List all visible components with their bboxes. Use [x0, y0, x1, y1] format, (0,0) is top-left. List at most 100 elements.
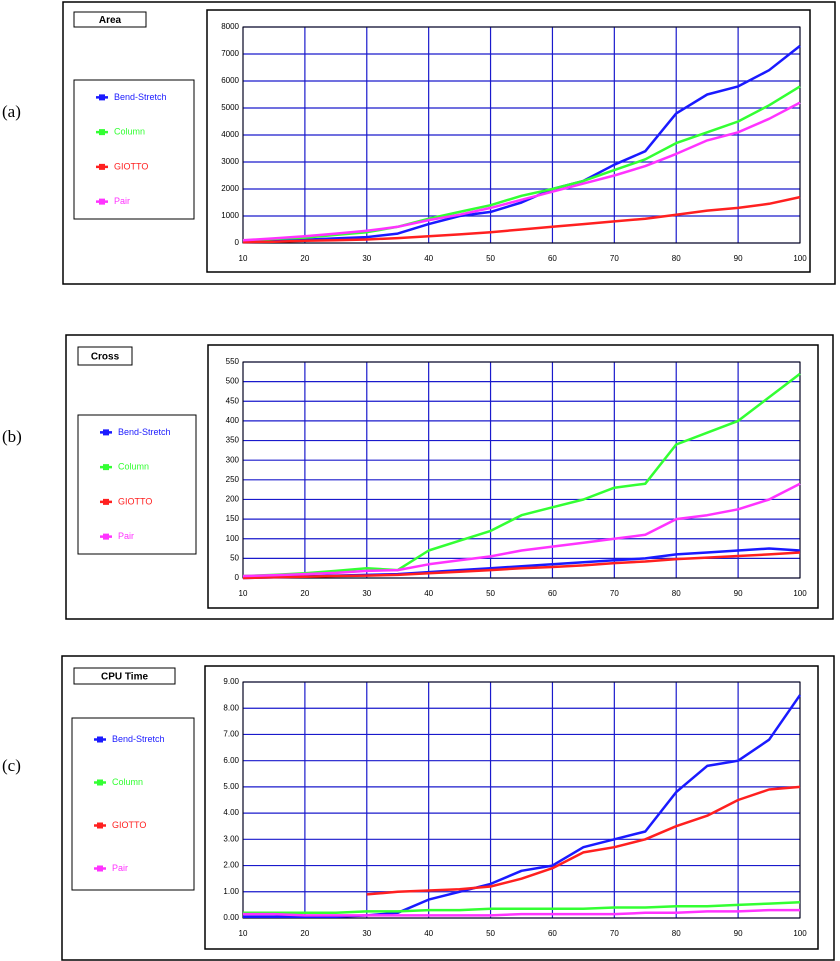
plot-frame: [204, 665, 819, 950]
y-tick-label: 3.00: [223, 834, 239, 843]
legend-label: Pair: [114, 196, 130, 206]
x-tick-label: 50: [486, 929, 495, 938]
legend-label: Column: [112, 777, 143, 787]
legend-marker: [103, 464, 109, 471]
legend-marker: [99, 198, 105, 205]
x-tick-label: 90: [734, 929, 743, 938]
x-tick-label: 10: [239, 589, 248, 598]
x-tick-label: 50: [486, 254, 495, 263]
y-tick-label: 450: [226, 396, 240, 405]
x-tick-label: 40: [424, 589, 433, 598]
x-tick-label: 20: [300, 254, 309, 263]
title-box: [73, 667, 176, 685]
x-tick-label: 70: [610, 589, 619, 598]
panel-frame: [61, 655, 835, 961]
legend-label: Column: [118, 462, 149, 472]
legend-label: Pair: [112, 863, 128, 873]
legend-marker: [97, 736, 103, 743]
legend-label: Bend-Stretch: [114, 92, 167, 102]
y-tick-label: 6000: [221, 76, 239, 85]
axes-box: [242, 361, 801, 579]
y-tick-label: 500: [226, 377, 240, 386]
legend-label: Bend-Stretch: [118, 427, 171, 437]
x-tick-label: 100: [793, 254, 807, 263]
x-tick-label: 20: [300, 589, 309, 598]
series-line: [242, 101, 801, 242]
y-tick-label: 2.00: [223, 861, 239, 870]
legend-label: Bend-Stretch: [112, 734, 165, 744]
axes-box: [242, 26, 801, 244]
y-tick-label: 350: [226, 436, 240, 445]
y-tick-label: 0: [235, 573, 240, 582]
x-tick-label: 40: [424, 929, 433, 938]
legend-marker: [97, 865, 103, 872]
series-line: [243, 694, 802, 918]
y-tick-label: 0.00: [223, 913, 239, 922]
x-tick-label: 100: [793, 589, 807, 598]
axes-box: [242, 681, 801, 919]
series-line: [242, 195, 801, 244]
y-tick-label: 5000: [221, 103, 239, 112]
x-tick-label: 60: [548, 589, 557, 598]
legend-label: GIOTTO: [114, 161, 148, 171]
chart-title: Cross: [91, 352, 120, 363]
series-line: [242, 372, 801, 578]
y-tick-label: 6.00: [223, 756, 239, 765]
title-box: [73, 11, 147, 28]
x-tick-label: 70: [610, 929, 619, 938]
panel-label: (a): [2, 102, 21, 121]
y-tick-label: 4.00: [223, 808, 239, 817]
legend-box: [71, 717, 195, 891]
legend-label: Pair: [118, 531, 134, 541]
x-tick-label: 80: [672, 929, 681, 938]
legend-marker: [99, 163, 105, 170]
series-line: [242, 482, 801, 578]
x-tick-label: 20: [300, 929, 309, 938]
series-line: [243, 901, 801, 915]
x-tick-label: 80: [672, 254, 681, 263]
y-tick-label: 0: [235, 238, 240, 247]
y-tick-label: 300: [226, 455, 240, 464]
panel-frame: [65, 334, 834, 620]
y-tick-label: 5.00: [223, 782, 239, 791]
legend-label: GIOTTO: [112, 820, 146, 830]
legend-marker: [103, 533, 109, 540]
x-tick-label: 10: [239, 929, 248, 938]
series-line: [243, 908, 800, 917]
y-tick-label: 200: [226, 495, 240, 504]
legend-marker: [103, 429, 109, 436]
x-tick-label: 60: [548, 254, 557, 263]
series-line: [242, 551, 801, 580]
y-tick-label: 100: [226, 534, 240, 543]
x-tick-label: 50: [486, 589, 495, 598]
x-tick-label: 40: [424, 254, 433, 263]
y-tick-label: 8.00: [223, 703, 239, 712]
legend-label: GIOTTO: [118, 496, 152, 506]
x-tick-label: 70: [610, 254, 619, 263]
y-tick-label: 250: [226, 475, 240, 484]
plot-frame: [206, 9, 811, 273]
panel-frame: [62, 1, 836, 285]
legend-box: [73, 79, 195, 220]
x-tick-label: 60: [548, 929, 557, 938]
y-tick-label: 9.00: [223, 677, 239, 686]
y-tick-label: 2000: [221, 184, 239, 193]
series-line: [242, 85, 801, 243]
panel-label: (c): [2, 756, 21, 775]
y-tick-label: 400: [226, 416, 240, 425]
y-tick-label: 150: [226, 514, 240, 523]
x-tick-label: 80: [672, 589, 681, 598]
legend-box: [77, 414, 197, 555]
y-tick-label: 8000: [221, 22, 239, 31]
x-tick-label: 100: [793, 929, 807, 938]
y-tick-label: 7000: [221, 49, 239, 58]
chart-title: Area: [99, 15, 122, 26]
series-line: [242, 44, 801, 243]
x-tick-label: 90: [734, 589, 743, 598]
y-tick-label: 550: [226, 357, 240, 366]
chart-title: CPU Time: [101, 672, 148, 683]
title-box: [77, 346, 133, 366]
x-tick-label: 30: [362, 929, 371, 938]
x-tick-label: 10: [239, 254, 248, 263]
